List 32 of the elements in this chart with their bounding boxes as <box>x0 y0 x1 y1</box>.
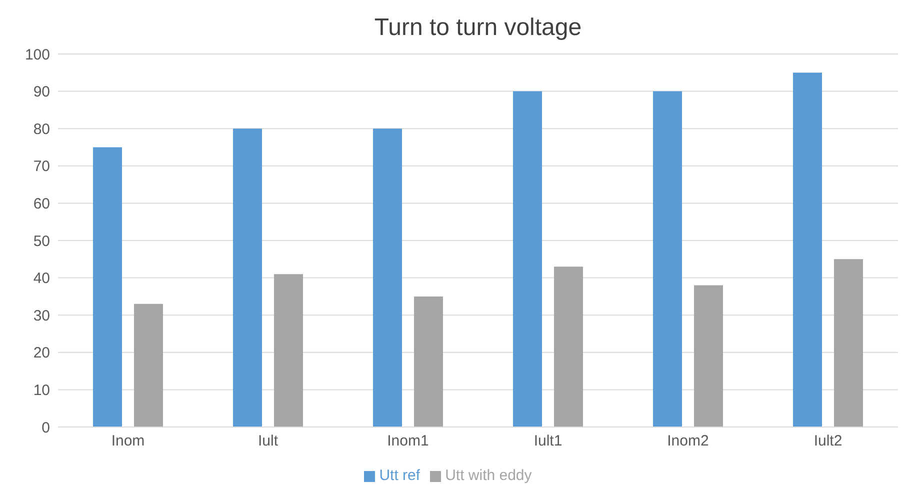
y-tick-label: 70 <box>33 158 50 176</box>
y-tick-label: 50 <box>33 232 50 250</box>
y-tick-label: 30 <box>33 307 50 324</box>
x-tick-label: Inom2 <box>667 432 709 450</box>
bar <box>554 266 583 427</box>
bar <box>93 147 122 427</box>
y-tick-label: 20 <box>33 344 50 362</box>
y-tick-label: 60 <box>33 196 50 213</box>
x-tick-label: Iult2 <box>814 432 842 450</box>
y-tick-label: 10 <box>33 382 50 400</box>
bar <box>373 128 402 427</box>
y-tick-label: 80 <box>33 120 50 138</box>
bar <box>274 274 303 427</box>
y-tick-label: 40 <box>33 270 50 288</box>
bar <box>834 259 863 427</box>
chart-title: Turn to turn voltage <box>373 13 583 43</box>
legend-label: Utt ref <box>379 467 420 484</box>
bar <box>694 285 723 427</box>
x-tick-label: Inom <box>111 432 145 450</box>
x-tick-label: Iult <box>258 432 279 450</box>
bar <box>134 304 163 427</box>
bar <box>513 91 542 427</box>
bar <box>653 91 682 427</box>
bar <box>414 296 443 427</box>
y-tick-label: 0 <box>42 419 50 436</box>
x-tick-label: Iult1 <box>534 432 562 450</box>
bar <box>793 72 822 427</box>
bar <box>233 128 262 427</box>
y-tick-label: 100 <box>24 46 50 64</box>
y-tick-label: 90 <box>33 84 50 101</box>
legend-label: Utt with eddy <box>445 467 532 484</box>
x-tick-label: Inom1 <box>387 432 429 450</box>
